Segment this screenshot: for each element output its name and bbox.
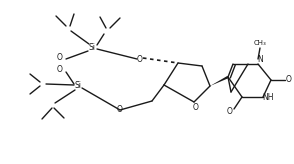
Text: Si: Si <box>88 43 96 52</box>
Text: N: N <box>257 54 263 63</box>
Text: O: O <box>193 102 199 112</box>
Text: O: O <box>227 106 233 115</box>
Text: O: O <box>117 105 123 114</box>
Text: O: O <box>286 75 292 84</box>
Text: O: O <box>137 54 143 63</box>
Polygon shape <box>210 76 228 86</box>
Text: O: O <box>57 64 63 73</box>
Text: O: O <box>57 53 63 62</box>
Text: CH₃: CH₃ <box>254 40 266 46</box>
Text: Si: Si <box>74 82 81 91</box>
Text: NH: NH <box>262 93 274 102</box>
